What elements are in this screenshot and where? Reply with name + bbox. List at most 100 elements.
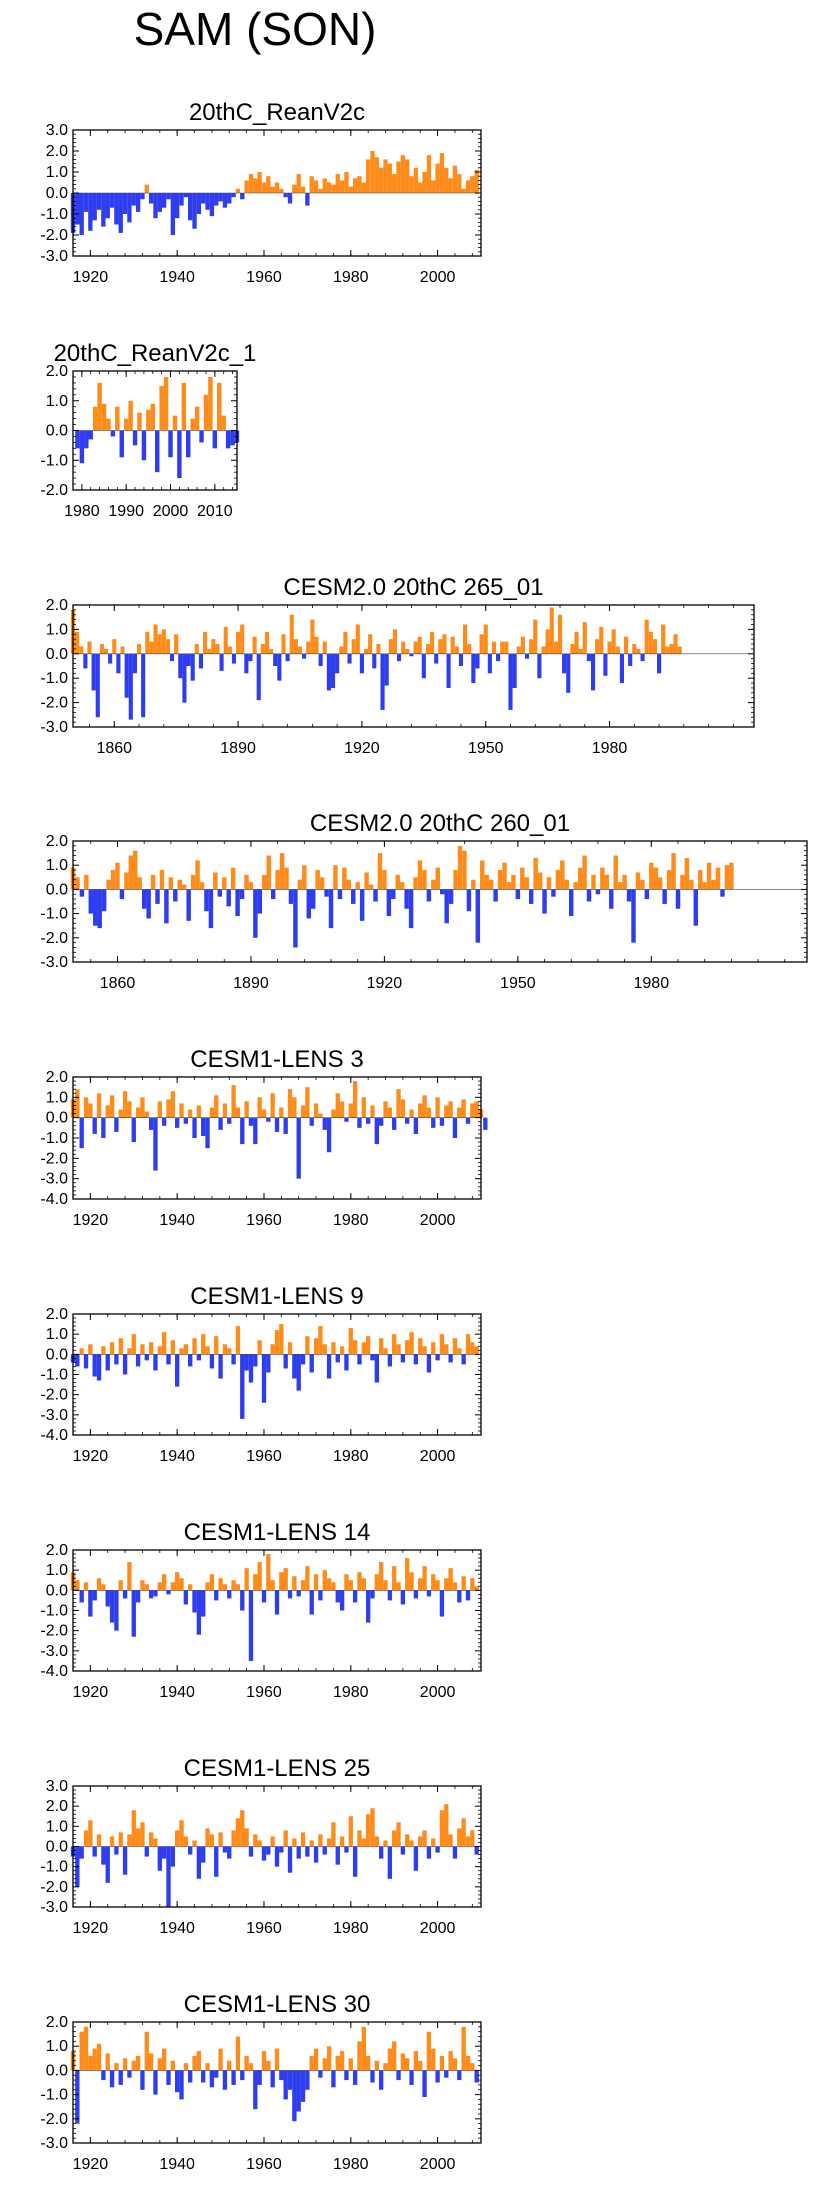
positive-anomaly-bar	[150, 874, 156, 890]
positive-anomaly-bar	[457, 1348, 462, 1355]
positive-anomaly-bar	[144, 1584, 149, 1591]
negative-anomaly-bar	[305, 193, 310, 206]
negative-anomaly-bar	[551, 889, 556, 897]
positive-anomaly-bar	[409, 1572, 414, 1591]
negative-anomaly-bar	[619, 653, 624, 684]
negative-anomaly-bar	[396, 2070, 401, 2081]
negative-anomaly-bar	[448, 889, 454, 904]
positive-anomaly-bar	[109, 1836, 115, 1847]
negative-anomaly-bar	[164, 889, 169, 924]
positive-anomaly-bar	[405, 2058, 410, 2071]
positive-anomaly-bar	[335, 1093, 340, 1118]
positive-anomaly-bar	[179, 1348, 184, 1355]
negative-anomaly-bar	[306, 889, 311, 919]
negative-anomaly-bar	[148, 193, 154, 204]
negative-anomaly-bar	[84, 430, 89, 449]
x-tick-label: 1920	[73, 1920, 109, 1937]
negative-anomaly-bar	[386, 889, 392, 917]
positive-anomaly-bar	[235, 1107, 241, 1118]
positive-anomaly-bar	[516, 646, 521, 654]
negative-anomaly-bar	[566, 653, 571, 693]
positive-anomaly-bar	[379, 1562, 384, 1591]
x-tick-label: 2010	[197, 503, 233, 520]
positive-anomaly-bar	[149, 641, 154, 654]
panel-title: CESM2.0 20thC 265_01	[283, 574, 543, 601]
negative-anomaly-bar	[439, 1117, 445, 1126]
negative-anomaly-bar	[105, 1354, 110, 1371]
positive-anomaly-bar	[387, 1107, 393, 1118]
positive-anomaly-bar	[560, 860, 565, 890]
positive-anomaly-bar	[79, 2031, 84, 2071]
positive-anomaly-bar	[578, 648, 583, 654]
negative-anomaly-bar	[257, 889, 263, 914]
negative-anomaly-bar	[400, 1846, 406, 1855]
negative-anomaly-bar	[248, 653, 253, 662]
positive-anomaly-bar	[209, 1107, 215, 1118]
negative-anomaly-bar	[374, 1354, 379, 1383]
positive-anomaly-bar	[227, 2060, 232, 2071]
positive-anomaly-bar	[275, 870, 280, 890]
positive-anomaly-bar	[190, 418, 195, 431]
positive-anomaly-bar	[83, 1582, 89, 1591]
negative-anomaly-bar	[231, 653, 237, 664]
x-tick-label: 1890	[233, 975, 269, 992]
positive-anomaly-bar	[279, 1324, 284, 1355]
positive-anomaly-bar	[400, 1099, 406, 1118]
positive-anomaly-bar	[465, 1836, 471, 1847]
positive-anomaly-bar	[470, 1342, 475, 1355]
positive-anomaly-bar	[148, 2053, 154, 2071]
positive-anomaly-bar	[266, 1554, 271, 1591]
positive-anomaly-bar	[326, 2046, 332, 2071]
positive-anomaly-bar	[96, 1578, 102, 1591]
negative-anomaly-bar	[79, 1846, 84, 1859]
positive-anomaly-bar	[96, 1834, 102, 1847]
negative-anomaly-bar	[628, 653, 633, 666]
x-tick-label: 1920	[73, 269, 109, 286]
positive-anomaly-bar	[379, 167, 384, 193]
negative-anomaly-bar	[122, 1846, 128, 1875]
negative-anomaly-bar	[240, 1354, 245, 1419]
positive-anomaly-bar	[422, 1830, 427, 1847]
negative-anomaly-bar	[169, 653, 175, 662]
positive-anomaly-bar	[161, 629, 166, 654]
negative-anomaly-bar	[201, 193, 206, 204]
positive-anomaly-bar	[231, 1830, 236, 1847]
negative-anomaly-bar	[344, 2070, 349, 2081]
positive-anomaly-bar	[144, 184, 149, 193]
positive-anomaly-bar	[454, 646, 459, 654]
negative-anomaly-bar	[528, 889, 534, 904]
negative-anomaly-bar	[225, 430, 231, 449]
positive-anomaly-bar	[392, 2041, 397, 2071]
negative-anomaly-bar	[196, 1590, 202, 1635]
negative-anomaly-bar	[196, 1846, 202, 1879]
positive-anomaly-bar	[557, 614, 563, 654]
positive-anomaly-bar	[533, 857, 538, 890]
y-tick-label: -3.0	[40, 1899, 68, 1916]
negative-anomaly-bar	[92, 1354, 97, 1377]
positive-anomaly-bar	[203, 394, 209, 431]
negative-anomaly-bar	[79, 193, 84, 235]
negative-anomaly-bar	[283, 193, 288, 198]
positive-anomaly-bar	[339, 1346, 345, 1355]
positive-anomaly-bar	[623, 636, 629, 654]
chart-panel: 20thC_ReanV2c 3.0 2.0 1.0 0.0 -1.0 -2.0 -3.0 192…	[40, 99, 482, 286]
positive-anomaly-bar	[426, 1107, 432, 1118]
positive-anomaly-bar	[365, 2055, 371, 2071]
positive-anomaly-bar	[467, 644, 472, 654]
positive-anomaly-bar	[452, 165, 458, 193]
x-tick-label: 1950	[500, 975, 536, 992]
positive-anomaly-bar	[170, 1091, 175, 1118]
positive-anomaly-bar	[351, 639, 356, 654]
negative-anomaly-bar	[230, 430, 235, 446]
negative-anomaly-bar	[644, 889, 650, 900]
negative-anomaly-bar	[183, 193, 189, 198]
positive-anomaly-bar	[292, 1576, 297, 1591]
positive-anomaly-bar	[374, 2060, 379, 2071]
positive-anomaly-bar	[388, 639, 393, 654]
negative-anomaly-bar	[344, 1117, 349, 1122]
negative-anomaly-bar	[309, 1354, 314, 1373]
negative-anomaly-bar	[201, 1590, 206, 1617]
positive-anomaly-bar	[244, 874, 249, 890]
negative-anomaly-bar	[324, 889, 329, 897]
y-tick-label: -4.0	[40, 1663, 68, 1680]
